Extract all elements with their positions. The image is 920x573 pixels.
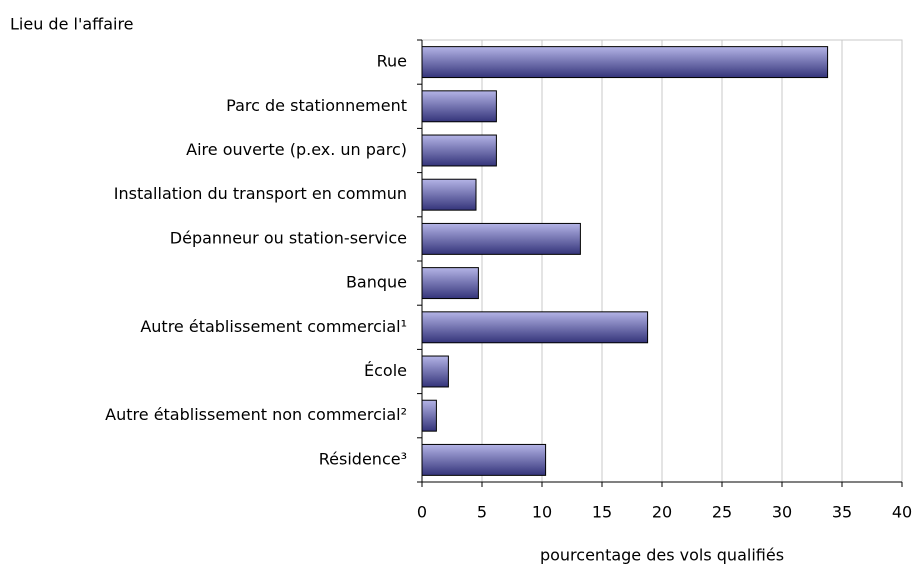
bar bbox=[421, 222, 581, 255]
x-tick-label: 20 bbox=[652, 503, 672, 522]
bar bbox=[421, 311, 649, 344]
y-tick-label: Parc de stationnement bbox=[226, 96, 407, 115]
x-tick-label: 40 bbox=[892, 503, 912, 522]
y-tick-label: Aire ouverte (p.ex. un parc) bbox=[186, 140, 407, 159]
y-axis-title: Lieu de l'affaire bbox=[10, 15, 134, 34]
x-tick-label: 35 bbox=[832, 503, 852, 522]
x-tick-label: 10 bbox=[532, 503, 552, 522]
x-tick-label: 30 bbox=[772, 503, 792, 522]
bar bbox=[421, 134, 497, 167]
bar bbox=[421, 399, 437, 432]
y-tick-label: Installation du transport en commun bbox=[114, 184, 407, 203]
y-tick-label: Autre établissement commercial¹ bbox=[140, 317, 407, 336]
bar bbox=[421, 443, 547, 476]
bar bbox=[421, 178, 477, 211]
y-tick-label: Autre établissement non commercial² bbox=[105, 405, 407, 424]
y-tick-label: Résidence³ bbox=[319, 449, 407, 468]
y-tick-label: Rue bbox=[377, 52, 407, 71]
y-tick-label: École bbox=[364, 361, 407, 380]
x-tick-label: 0 bbox=[417, 503, 427, 522]
x-tick-label: 25 bbox=[712, 503, 732, 522]
bar bbox=[421, 90, 497, 123]
x-tick-label: 5 bbox=[477, 503, 487, 522]
y-tick-label: Banque bbox=[346, 273, 407, 292]
bar bbox=[421, 46, 829, 79]
bar bbox=[421, 267, 479, 300]
y-tick-label: Dépanneur ou station-service bbox=[170, 228, 407, 247]
bar bbox=[421, 355, 449, 388]
x-axis-title: pourcentage des vols qualifiés bbox=[540, 546, 784, 565]
x-tick-label: 15 bbox=[592, 503, 612, 522]
